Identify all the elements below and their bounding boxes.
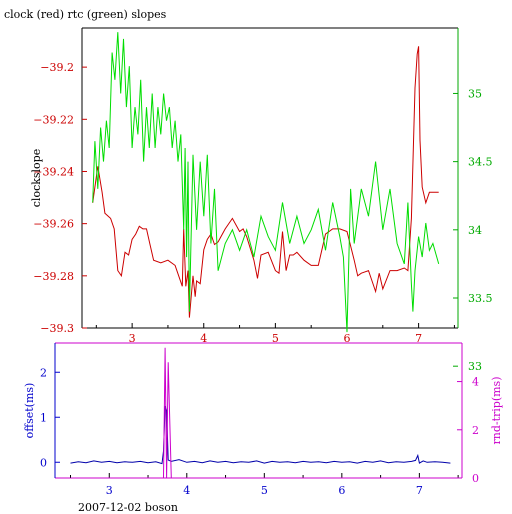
y-tick-label: −39.22	[33, 113, 74, 126]
y2-tick-label: 35	[468, 87, 482, 100]
series-line-left	[92, 46, 439, 318]
y2-tick-label: 34.5	[468, 156, 493, 169]
x-tick-label: 3	[129, 332, 136, 345]
y2-tick-label: 0	[472, 472, 479, 485]
x-tick-label: 4	[183, 484, 190, 497]
x-tick-label: 5	[272, 332, 279, 345]
y-tick-label: −39.24	[33, 165, 74, 178]
y2-tick-label: 33	[468, 360, 482, 373]
x-tick-label: 3	[106, 484, 113, 497]
y2-axis-label: rnd-trip(ms)	[490, 377, 503, 445]
y-tick-label: −39.28	[33, 270, 74, 283]
series-line-right	[70, 347, 451, 479]
x-tick-label: 7	[416, 484, 423, 497]
y2-tick-label: 4	[472, 376, 479, 389]
x-tick-label: 7	[415, 332, 422, 345]
x-tick-label: 4	[200, 332, 207, 345]
y2-tick-label: 2	[472, 424, 479, 437]
y2-tick-label: 33.5	[468, 292, 493, 305]
x-tick-label: 6	[343, 332, 350, 345]
series-line-right	[92, 32, 440, 333]
y-tick-label: −39.2	[40, 61, 74, 74]
y2-tick-label: 34	[468, 224, 482, 237]
y-axis-label: clockslope	[30, 149, 43, 207]
y-axis-label: offset(ms)	[23, 383, 36, 439]
x-tick-label: 6	[338, 484, 345, 497]
y-tick-label: 0	[40, 456, 47, 469]
series-line-left	[70, 405, 451, 465]
y-tick-label: 2	[40, 366, 47, 379]
chart-title: clock (red) rtc (green) slopes	[4, 8, 167, 21]
y-tick-label: 1	[40, 411, 47, 424]
y-tick-label: −39.3	[40, 322, 74, 335]
x-tick-label: 5	[261, 484, 268, 497]
y-tick-label: −39.26	[33, 218, 74, 231]
x-axis-label: 2007-12-02 boson	[78, 501, 178, 514]
